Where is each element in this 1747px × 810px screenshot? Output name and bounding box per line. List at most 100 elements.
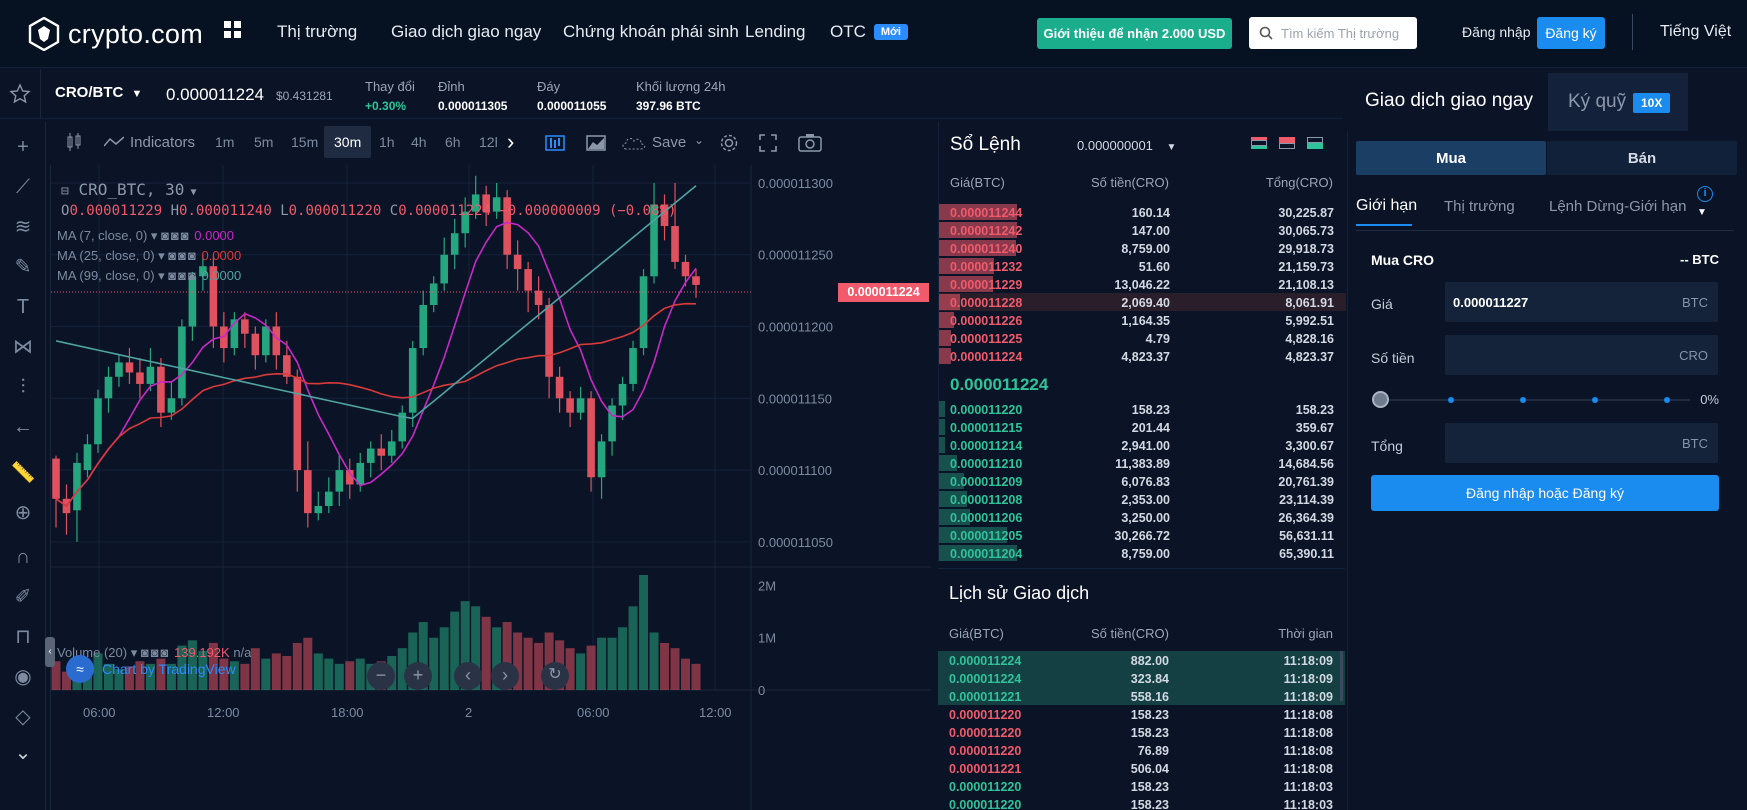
ask-row[interactable]: 0.000011228 2,069.40 8,061.91: [939, 293, 1346, 311]
candle-body[interactable]: [482, 194, 490, 212]
ma7-legend[interactable]: MA (7, close, 0) ▾ ◙◙◙ 0.0000: [57, 228, 235, 243]
symbol-label[interactable]: CRO_BTC, 30: [78, 180, 185, 199]
candle-body[interactable]: [587, 398, 595, 478]
candle-body[interactable]: [681, 261, 690, 277]
candle-body[interactable]: [167, 398, 176, 413]
zoom-in-button[interactable]: +: [404, 662, 432, 690]
volume-legend[interactable]: Volume (20) ▾ ◙◙◙ 139.192K n/a: [57, 645, 252, 660]
candle-body[interactable]: [398, 412, 407, 442]
candle-body[interactable]: [492, 197, 501, 212]
candle-body[interactable]: [83, 444, 92, 471]
order-type-caret-icon[interactable]: ▼: [1697, 207, 1707, 218]
candle-body[interactable]: [419, 304, 428, 349]
trendline-icon[interactable]: ⟋: [16, 176, 30, 198]
slider-dot-75[interactable]: [1592, 397, 1598, 403]
candle-body[interactable]: [199, 266, 207, 277]
lock-pencil-icon[interactable]: ✐: [14, 586, 32, 608]
candle-body[interactable]: [608, 405, 616, 442]
collapse-handle[interactable]: ‹: [45, 637, 55, 667]
candle-body[interactable]: [136, 372, 144, 384]
referral-promo-button[interactable]: Giới thiệu để nhận 2.000 USD: [1037, 18, 1232, 49]
ask-row[interactable]: 0.000011224 4,823.37 4,823.37: [939, 347, 1346, 365]
brush-icon[interactable]: ✎: [14, 256, 32, 278]
sell-tab-button[interactable]: Bán: [1547, 141, 1737, 175]
candle-body[interactable]: [73, 462, 81, 511]
candle-body[interactable]: [545, 304, 553, 377]
candle-body[interactable]: [692, 276, 700, 285]
book-asks-icon[interactable]: [1279, 137, 1295, 149]
bid-row[interactable]: 0.000011215 201.44 359.67: [939, 418, 1346, 436]
zoom-in-icon[interactable]: ⊕: [14, 502, 32, 524]
cloud-icon[interactable]: [621, 136, 647, 150]
order-type-market[interactable]: Thị trường: [1444, 198, 1515, 215]
candle-body[interactable]: [650, 204, 658, 277]
ask-row[interactable]: 0.000011242 147.00 30,065.73: [939, 221, 1346, 239]
bid-row[interactable]: 0.000011209 6,076.83 20,761.39: [939, 472, 1346, 490]
crosshair-icon[interactable]: +: [17, 136, 29, 158]
scroll-right-button[interactable]: ›: [491, 662, 519, 690]
ask-row[interactable]: 0.000011226 1,164.35 5,992.51: [939, 311, 1346, 329]
candle-body[interactable]: [314, 505, 323, 514]
magnet-icon[interactable]: ∩: [15, 546, 31, 568]
buy-tab-button[interactable]: Mua: [1356, 141, 1546, 175]
candle-body[interactable]: [566, 398, 574, 413]
candle-body[interactable]: [125, 362, 134, 373]
chevron-down-icon[interactable]: ⌄: [14, 742, 32, 764]
slider-dot-25[interactable]: [1448, 397, 1454, 403]
candle-body[interactable]: [115, 362, 123, 377]
candle-body[interactable]: [387, 441, 396, 456]
candle-body[interactable]: [440, 254, 448, 284]
apps-grid-icon[interactable]: [224, 21, 242, 39]
candle-body[interactable]: [262, 326, 270, 356]
ma99-legend[interactable]: MA (99, close, 0) ▾ ◙◙◙ 0.0000: [57, 268, 242, 283]
candle-body[interactable]: [366, 448, 375, 463]
chart-canvas[interactable]: 0.0000113000.0000112500.0000112000.00001…: [51, 165, 931, 810]
candle-body[interactable]: [597, 441, 606, 478]
candle-body[interactable]: [335, 470, 344, 492]
nav-spot[interactable]: Giao dịch giao ngay: [391, 22, 542, 41]
candle-body[interactable]: [450, 233, 459, 255]
tf-5m[interactable]: 5m: [254, 134, 274, 150]
candle-body[interactable]: [241, 319, 249, 334]
settings-gear-icon[interactable]: [719, 133, 739, 153]
text-icon[interactable]: T: [16, 296, 30, 318]
nav-otc[interactable]: OTC Mới: [830, 22, 908, 42]
eye-icon[interactable]: ◉: [14, 666, 32, 688]
save-caret-icon[interactable]: ⌄: [694, 133, 705, 147]
search-input[interactable]: [1281, 25, 1411, 41]
tf-1m[interactable]: 1m: [215, 134, 235, 150]
candle-body[interactable]: [230, 319, 239, 349]
tf-30m[interactable]: 30m: [324, 126, 372, 158]
nav-derivatives[interactable]: Chứng khoán phái sinh: [563, 22, 739, 41]
fib-icon[interactable]: ≋: [14, 216, 32, 238]
price-field[interactable]: 0.000011227 BTC: [1445, 282, 1718, 322]
history-scrollbar[interactable]: [1340, 651, 1343, 701]
bid-row[interactable]: 0.000011220 158.23 158.23: [939, 400, 1346, 418]
order-type-stop-limit[interactable]: Lệnh Dừng-Giới hạn: [1549, 198, 1687, 215]
candle-body[interactable]: [188, 276, 197, 327]
candle-style-icon[interactable]: [66, 133, 82, 151]
login-or-signup-button[interactable]: Đăng nhập hoặc Đăng ký: [1371, 475, 1719, 511]
market-search[interactable]: [1249, 17, 1417, 49]
bid-row[interactable]: 0.000011214 2,941.00 3,300.67: [939, 436, 1346, 454]
chevron-right-icon[interactable]: ›: [507, 129, 515, 154]
candle-body[interactable]: [209, 266, 218, 327]
total-field[interactable]: BTC: [1445, 423, 1718, 463]
candle-body[interactable]: [345, 470, 354, 485]
volume-controls[interactable]: ◙◙◙: [140, 645, 171, 660]
candle-body[interactable]: [104, 376, 113, 399]
candle-body[interactable]: [324, 491, 333, 506]
indicators-button[interactable]: Indicators: [130, 134, 196, 151]
login-link[interactable]: Đăng nhập: [1462, 24, 1531, 40]
candle-body[interactable]: [639, 276, 648, 349]
ask-row[interactable]: 0.000011225 4.79 4,828.16: [939, 329, 1346, 347]
bid-row[interactable]: 0.000011205 30,266.72 56,631.11: [939, 526, 1346, 544]
slider-dot-50[interactable]: [1520, 397, 1526, 403]
candle-body[interactable]: [660, 204, 669, 227]
ma99-controls[interactable]: ◙◙◙: [168, 268, 198, 283]
candle-body[interactable]: [304, 470, 312, 514]
candle-body[interactable]: [618, 383, 627, 406]
candle-body[interactable]: [283, 355, 291, 377]
candle-body[interactable]: [157, 366, 165, 413]
precision-selector[interactable]: 0.000000001 ▼: [1077, 138, 1176, 153]
